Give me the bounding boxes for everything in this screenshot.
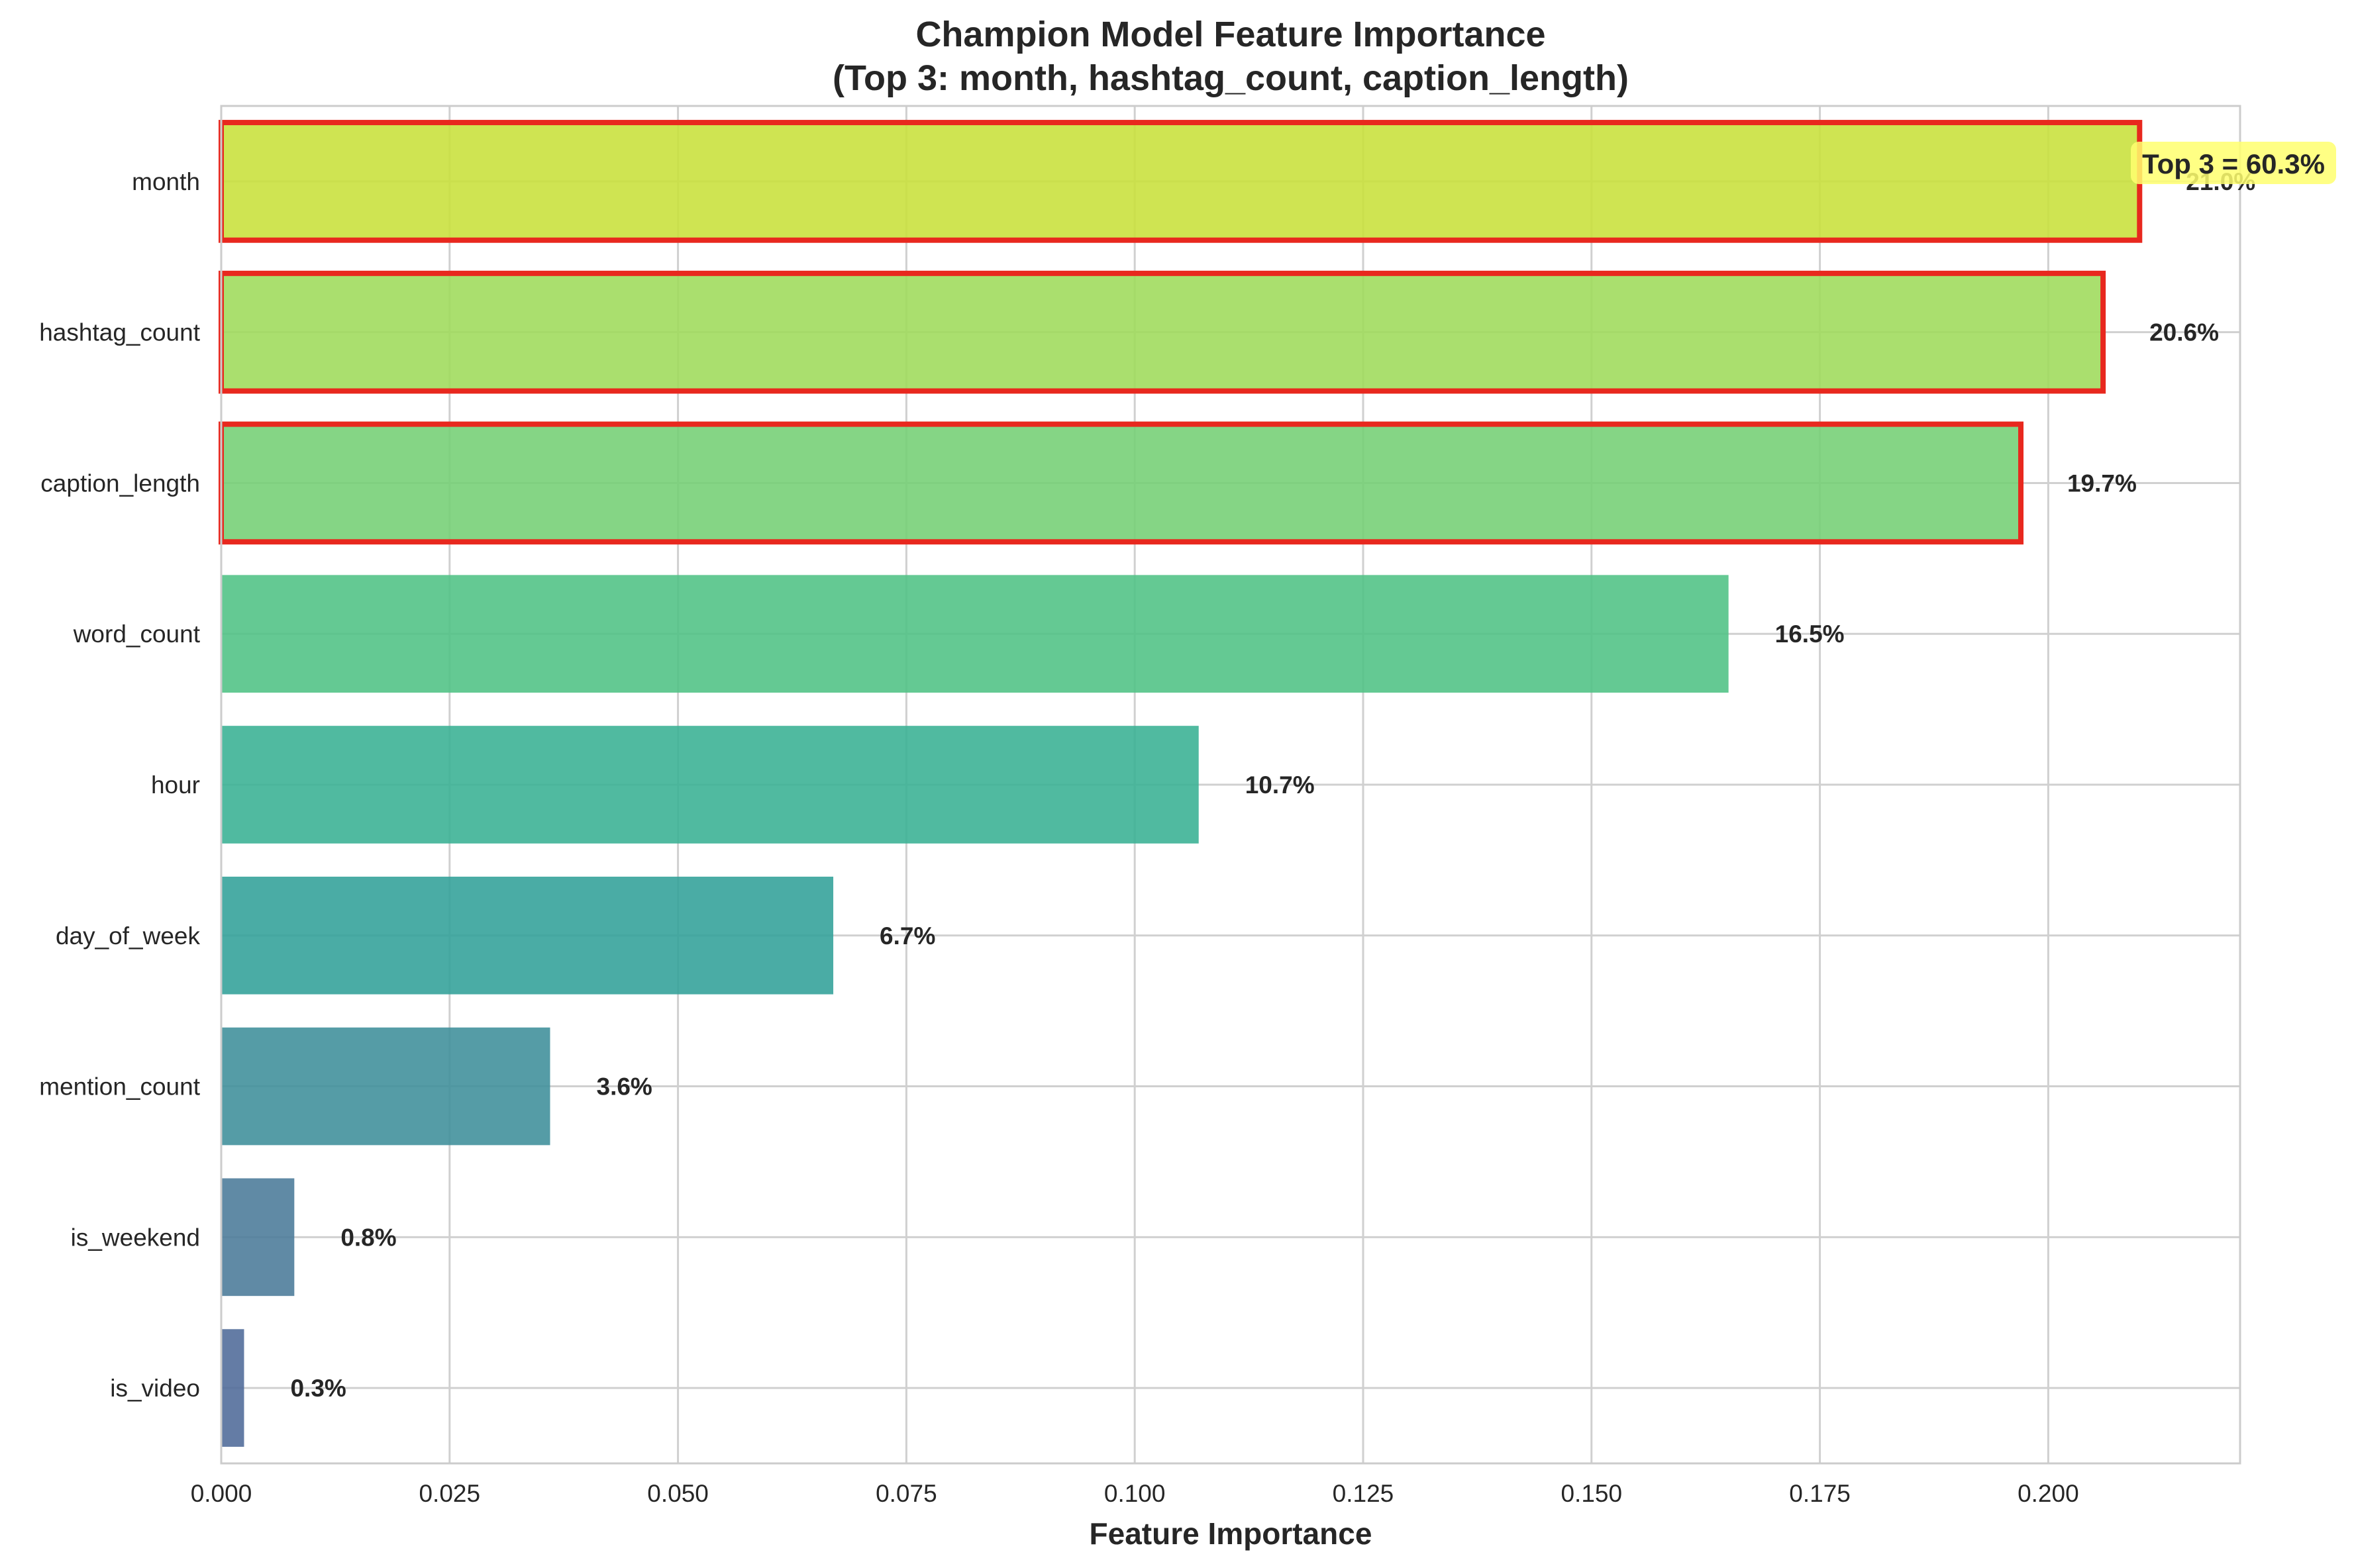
- bar-value-label: 3.6%: [597, 1073, 652, 1101]
- y-category-label: day_of_week: [56, 922, 201, 950]
- x-tick-label: 0.000: [191, 1480, 252, 1507]
- x-axis-ticks: 0.000 0.025 0.050 0.075 0.100 0.125 0.150 0.175…: [191, 1480, 2079, 1507]
- x-tick-label: 0.050: [647, 1480, 709, 1507]
- bar-value-label: 19.7%: [2067, 469, 2137, 497]
- chart-title: Champion Model Feature Importance: [915, 15, 1545, 54]
- bar-value-label: 0.8%: [340, 1224, 396, 1251]
- y-category-label: is_video: [110, 1375, 200, 1402]
- bar-value-label: 6.7%: [880, 922, 935, 950]
- y-category-label: caption_length: [40, 469, 200, 497]
- bar-value-label: 0.3%: [290, 1375, 346, 1402]
- y-category-label: is_weekend: [71, 1224, 200, 1251]
- y-category-label: hashtag_count: [39, 319, 200, 346]
- x-tick-label: 0.025: [419, 1480, 480, 1507]
- bars: [219, 120, 2143, 1447]
- x-tick-label: 0.175: [1789, 1480, 1851, 1507]
- x-tick-label: 0.150: [1561, 1480, 1622, 1507]
- x-tick-label: 0.125: [1333, 1480, 1394, 1507]
- bar: [221, 726, 1199, 844]
- bar: [221, 1329, 244, 1447]
- y-category-label: hour: [151, 771, 200, 799]
- y-axis-categories: month hashtag_count caption_length word_cou…: [39, 168, 200, 1402]
- title-group: Champion Model Feature Importance (Top 3…: [833, 15, 1629, 98]
- highlighted-bar: [219, 120, 2143, 243]
- bar: [221, 1178, 295, 1297]
- x-tick-label: 0.200: [2018, 1480, 2079, 1507]
- y-category-label: month: [132, 168, 200, 195]
- plot-area-frame: [220, 105, 2241, 1465]
- top3-annotation: Top 3 = 60.3%: [2131, 142, 2336, 184]
- bar: [221, 876, 834, 995]
- bar-value-label: 16.5%: [1775, 620, 1845, 648]
- highlighted-bar: [219, 270, 2106, 394]
- bar-value-label: 20.6%: [2149, 319, 2219, 346]
- x-tick-label: 0.075: [876, 1480, 937, 1507]
- value-labels: 21.0%20.6%19.7%16.5%10.7%6.7%3.6%0.8%0.3…: [290, 168, 2255, 1402]
- bar-value-label: 10.7%: [1245, 771, 1315, 799]
- annotation-box: [2131, 142, 2336, 184]
- chart-subtitle: (Top 3: month, hashtag_count, caption_le…: [833, 58, 1629, 98]
- y-category-label: word_count: [73, 620, 201, 648]
- annotation-text: Top 3 = 60.3%: [2142, 148, 2325, 179]
- bar: [221, 1027, 550, 1146]
- x-axis-label: Feature Importance: [1090, 1516, 1372, 1551]
- x-tick-label: 0.100: [1104, 1480, 1166, 1507]
- y-category-label: mention_count: [39, 1073, 200, 1101]
- bar: [221, 575, 1729, 693]
- highlighted-bar: [219, 421, 2023, 545]
